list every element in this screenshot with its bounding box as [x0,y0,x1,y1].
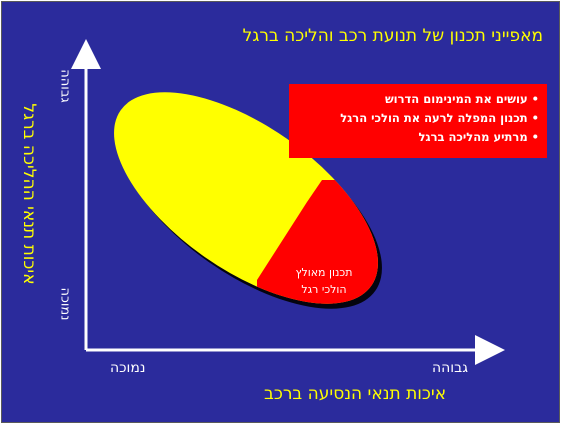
bullet-box: עושים את המינימום הדרוש תכנון המפלה לרעה… [289,84,547,158]
diagram-canvas [71,39,505,365]
x-axis-title: איכות תנאי הנסיעה ברכב [264,384,447,404]
bullet-item: עושים את המינימום הדרוש [293,90,539,109]
slide-title: מאפייני תכנון של תנועת רכב והליכה ברגל [242,26,543,46]
inner-label-line: תכנון מאולץ [295,266,353,279]
inner-label: תכנון מאולץ הולכי רגל [294,264,354,298]
x-low-label: נמוכה [110,360,146,376]
slide: מאפייני תכנון של תנועת רכב והליכה ברגל ע… [2,2,559,422]
bullet-item: תכנון המפלה לרעה את הולכי הרגל [293,109,539,128]
y-axis-title: איכות תנאי ההליכה ברגל [19,103,39,285]
y-low-label: נמוכה [57,287,73,321]
bullet-item: מרתיע מהליכה ברגל [293,128,539,147]
inner-label-line: הולכי רגל [301,283,347,296]
bullet-list: עושים את המינימום הדרוש תכנון המפלה לרעה… [293,90,539,147]
y-high-label: גבוהה [57,69,73,103]
x-high-label: גבוהה [432,360,468,376]
